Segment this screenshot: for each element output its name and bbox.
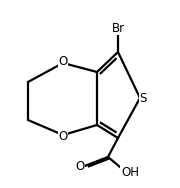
Text: O: O	[58, 55, 68, 68]
Text: O: O	[58, 130, 68, 143]
Text: Br: Br	[111, 21, 125, 35]
Text: S: S	[140, 92, 147, 105]
Text: O: O	[76, 161, 85, 174]
Text: OH: OH	[121, 165, 139, 178]
